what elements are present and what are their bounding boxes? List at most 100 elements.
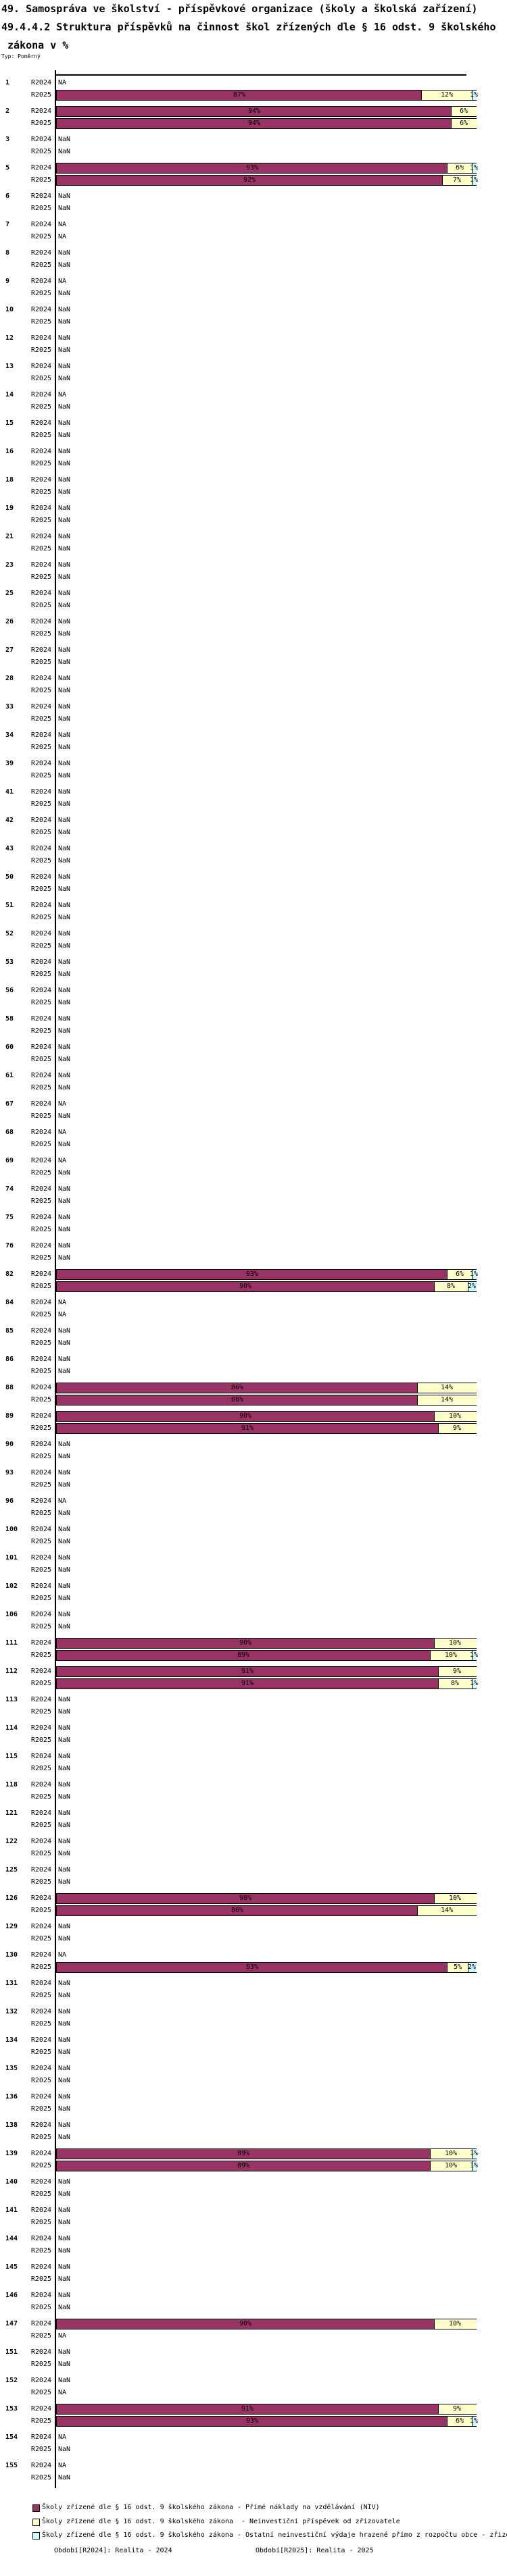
bar-value-label: 1% bbox=[469, 1651, 479, 1659]
missing-value-label: NaN bbox=[58, 687, 71, 694]
bar-segment bbox=[57, 1963, 447, 1972]
missing-value-label: NaN bbox=[58, 987, 71, 994]
bar-value-label: 10% bbox=[448, 2320, 462, 2327]
missing-value-label: NaN bbox=[58, 1339, 71, 1347]
series-label-r2024: R2024 bbox=[30, 1299, 51, 1306]
stacked-bar-r2025: 92% 7% 1% bbox=[56, 175, 478, 186]
bar-value-label: 93% bbox=[245, 1963, 259, 1971]
group-id-label: 144 bbox=[5, 2235, 18, 2242]
bar-value-label: 86% bbox=[231, 1396, 244, 1403]
missing-value-label: NaN bbox=[58, 1696, 71, 1703]
bar-value-label: 14% bbox=[440, 1396, 454, 1403]
series-label-r2025: R2025 bbox=[30, 2020, 51, 2028]
bar-value-label: 9% bbox=[452, 2405, 462, 2413]
group-id-label: 125 bbox=[5, 1866, 18, 1874]
series-label-r2025: R2025 bbox=[30, 1992, 51, 1999]
series-label-r2025: R2025 bbox=[30, 2162, 51, 2169]
missing-value-label: NaN bbox=[58, 1453, 71, 1460]
missing-value-label: NaN bbox=[58, 1510, 71, 1517]
group-id-label: 154 bbox=[5, 2433, 18, 2441]
series-label-r2025: R2025 bbox=[30, 914, 51, 921]
series-label-r2025: R2025 bbox=[30, 1368, 51, 1375]
series-label-r2024: R2024 bbox=[30, 2008, 51, 2015]
group-id-label: 152 bbox=[5, 2377, 18, 2384]
series-label-r2025: R2025 bbox=[30, 1822, 51, 1829]
bar-segment bbox=[57, 1639, 434, 1648]
bar-value-label: 91% bbox=[241, 1424, 254, 1432]
series-label-r2025: R2025 bbox=[30, 857, 51, 865]
missing-value-label: NaN bbox=[58, 942, 71, 950]
group-id-label: 129 bbox=[5, 1923, 18, 1930]
missing-value-label: NaN bbox=[58, 2065, 71, 2072]
group-id-label: 41 bbox=[5, 788, 14, 796]
missing-value-label: NaN bbox=[58, 2190, 71, 2198]
bar-segment bbox=[472, 1270, 477, 1279]
series-label-r2024: R2024 bbox=[30, 1724, 51, 1732]
missing-value-label: NaN bbox=[58, 857, 71, 865]
series-label-r2025: R2025 bbox=[30, 1566, 51, 1574]
bar-value-label: 6% bbox=[459, 120, 468, 127]
series-label-r2024: R2024 bbox=[30, 1327, 51, 1335]
missing-value-label: NaN bbox=[58, 703, 71, 711]
series-label-r2024: R2024 bbox=[30, 533, 51, 540]
bar-value-label: 2% bbox=[467, 1283, 477, 1290]
series-label-r2024: R2024 bbox=[30, 107, 51, 115]
bar-segment bbox=[438, 1679, 473, 1689]
series-label-r2024: R2024 bbox=[30, 2405, 51, 2413]
bar-value-label: 9% bbox=[452, 1424, 462, 1432]
group-id-label: 33 bbox=[5, 703, 14, 711]
missing-value-label: NaN bbox=[58, 1736, 71, 1744]
series-label-r2025: R2025 bbox=[30, 517, 51, 524]
series-label-r2025: R2025 bbox=[30, 2049, 51, 2056]
missing-value-label: NA bbox=[58, 1311, 67, 1318]
missing-value-label: NaN bbox=[58, 845, 71, 852]
bar-segment bbox=[57, 2149, 430, 2159]
group-id-label: 151 bbox=[5, 2348, 18, 2356]
missing-value-label: NaN bbox=[58, 958, 71, 966]
group-id-label: 153 bbox=[5, 2405, 18, 2413]
series-label-r2025: R2025 bbox=[30, 460, 51, 467]
group-id-label: 113 bbox=[5, 1696, 18, 1703]
missing-value-label: NaN bbox=[58, 1214, 71, 1221]
missing-value-label: NaN bbox=[58, 533, 71, 540]
bar-value-label: 6% bbox=[455, 164, 464, 172]
missing-value-label: NaN bbox=[58, 1793, 71, 1801]
stacked-bar-r2025: 91% 9% bbox=[56, 1423, 477, 1434]
group-id-label: 3 bbox=[5, 136, 10, 143]
series-label-r2024: R2024 bbox=[30, 1639, 51, 1647]
missing-value-label: NA bbox=[58, 2389, 67, 2396]
bar-segment bbox=[430, 2149, 473, 2159]
series-label-r2025: R2025 bbox=[30, 290, 51, 297]
stacked-bar-r2024: 91% 9% bbox=[56, 1666, 477, 1677]
group-id-label: 126 bbox=[5, 1895, 18, 1902]
series-label-r2024: R2024 bbox=[30, 1185, 51, 1193]
series-label-r2025: R2025 bbox=[30, 1935, 51, 1942]
missing-value-label: NA bbox=[58, 1129, 67, 1136]
series-label-r2025: R2025 bbox=[30, 2417, 51, 2425]
group-id-label: 76 bbox=[5, 1242, 14, 1250]
bar-segment bbox=[57, 1412, 434, 1421]
period-note-r2024: Období[R2024]: Realita - 2024 bbox=[54, 2547, 172, 2554]
series-label-r2025: R2025 bbox=[30, 687, 51, 694]
group-id-label: 19 bbox=[5, 505, 14, 512]
missing-value-label: NaN bbox=[58, 1327, 71, 1335]
group-id-label: 89 bbox=[5, 1412, 14, 1420]
missing-value-label: NA bbox=[58, 1299, 67, 1306]
missing-value-label: NaN bbox=[58, 2077, 71, 2084]
missing-value-label: NaN bbox=[58, 1611, 71, 1618]
bar-value-label: 1% bbox=[469, 164, 479, 172]
bar-segment bbox=[472, 2417, 477, 2426]
missing-value-label: NaN bbox=[58, 2093, 71, 2101]
missing-value-label: NaN bbox=[58, 2275, 71, 2283]
series-label-r2025: R2025 bbox=[30, 1084, 51, 1091]
stacked-bar-r2024: 90% 10% bbox=[56, 1638, 477, 1649]
group-id-label: 115 bbox=[5, 1753, 18, 1760]
missing-value-label: NaN bbox=[58, 2247, 71, 2255]
bar-segment bbox=[468, 1282, 477, 1291]
series-label-r2024: R2024 bbox=[30, 1951, 51, 1959]
group-id-label: 155 bbox=[5, 2462, 18, 2469]
series-label-r2025: R2025 bbox=[30, 1112, 51, 1120]
bar-segment bbox=[434, 1894, 477, 1903]
group-id-label: 90 bbox=[5, 1441, 14, 1448]
series-label-r2025: R2025 bbox=[30, 2446, 51, 2453]
